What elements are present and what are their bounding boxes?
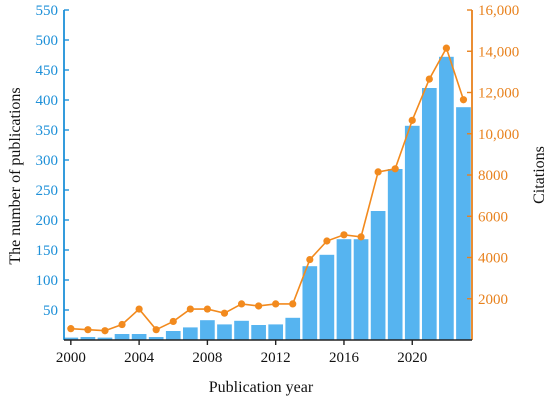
citation-point bbox=[323, 237, 331, 245]
y2-tick-label: 8000 bbox=[478, 168, 508, 184]
y-tick-label: 200 bbox=[36, 213, 59, 229]
x-tick-label: 2004 bbox=[124, 350, 155, 366]
citation-point bbox=[186, 305, 194, 313]
x-tick-label: 2008 bbox=[192, 350, 222, 366]
y-tick-label: 550 bbox=[36, 3, 59, 19]
y-tick-label: 400 bbox=[36, 93, 59, 109]
y2-tick-label: 4000 bbox=[478, 251, 508, 267]
bar bbox=[131, 334, 147, 340]
citation-point bbox=[169, 317, 177, 326]
citation-point bbox=[425, 75, 433, 83]
citation-point bbox=[101, 327, 109, 335]
citation-point bbox=[67, 325, 75, 333]
y2-tick-label: 10,000 bbox=[478, 127, 519, 143]
y-tick-label: 500 bbox=[36, 33, 59, 49]
bar bbox=[114, 334, 130, 340]
y-tick-label: 350 bbox=[36, 123, 59, 139]
citation-point bbox=[306, 255, 314, 264]
bar-series bbox=[63, 56, 471, 341]
citation-point bbox=[391, 165, 399, 173]
y-tick-label: 450 bbox=[36, 63, 59, 79]
bar bbox=[148, 337, 164, 340]
citation-point bbox=[203, 305, 211, 313]
y-tick-label: 150 bbox=[36, 243, 59, 259]
bar bbox=[285, 317, 301, 340]
y2-tick-label: 6000 bbox=[478, 209, 508, 225]
x-tick-label: 2000 bbox=[56, 350, 86, 366]
bar bbox=[336, 239, 352, 340]
bar bbox=[353, 239, 369, 340]
citation-point bbox=[408, 116, 416, 124]
bar bbox=[234, 320, 249, 340]
bar bbox=[268, 324, 284, 340]
citation-point bbox=[237, 300, 246, 308]
citation-point bbox=[84, 326, 92, 334]
citation-point bbox=[272, 300, 280, 308]
bar bbox=[182, 327, 198, 340]
citation-line bbox=[70, 46, 465, 332]
x-tick-label: 2020 bbox=[397, 350, 427, 366]
bar bbox=[439, 56, 454, 341]
x-tick-label: 2012 bbox=[261, 350, 291, 366]
bar bbox=[404, 125, 420, 340]
bar bbox=[165, 331, 181, 340]
y2-tick-label: 2000 bbox=[478, 292, 508, 308]
bar bbox=[251, 325, 266, 340]
bar bbox=[319, 254, 335, 340]
y-tick-label: 100 bbox=[36, 273, 59, 289]
tick-labels: 50 100 150 200 250 300 350 400 450 500 550 2000 4000… bbox=[36, 3, 520, 366]
citation-point bbox=[442, 44, 450, 52]
citation-point bbox=[357, 233, 365, 241]
citation-point bbox=[152, 326, 160, 334]
bar bbox=[421, 88, 437, 340]
x-axis-title: Publication year bbox=[209, 379, 314, 396]
bar bbox=[302, 266, 318, 340]
bar bbox=[387, 169, 403, 340]
citation-series bbox=[67, 44, 468, 335]
y2-tick-label: 16,000 bbox=[478, 3, 519, 19]
bar bbox=[217, 324, 232, 340]
axes bbox=[63, 9, 473, 345]
bar bbox=[370, 211, 386, 340]
y-axis-title: The number of publications bbox=[7, 87, 24, 264]
bar bbox=[456, 107, 471, 340]
bar bbox=[97, 337, 113, 340]
citation-point bbox=[255, 302, 263, 310]
citation-point bbox=[118, 320, 126, 329]
citation-point bbox=[220, 309, 229, 317]
y-tick-label: 300 bbox=[36, 153, 59, 169]
bar bbox=[63, 337, 79, 340]
y2-axis-title: Citations bbox=[531, 146, 548, 204]
y-tick-label: 250 bbox=[36, 183, 59, 199]
y-tick-label: 50 bbox=[43, 303, 58, 319]
y2-tick-label: 12,000 bbox=[478, 86, 519, 102]
y2-tick-label: 14,000 bbox=[478, 44, 519, 60]
citation-point bbox=[289, 300, 297, 308]
bar bbox=[200, 320, 215, 340]
citation-point bbox=[374, 168, 382, 176]
citation-point bbox=[340, 231, 348, 239]
bar bbox=[80, 337, 96, 340]
citation-point bbox=[135, 305, 143, 313]
citation-point bbox=[459, 96, 468, 104]
x-tick-label: 2016 bbox=[329, 350, 360, 366]
